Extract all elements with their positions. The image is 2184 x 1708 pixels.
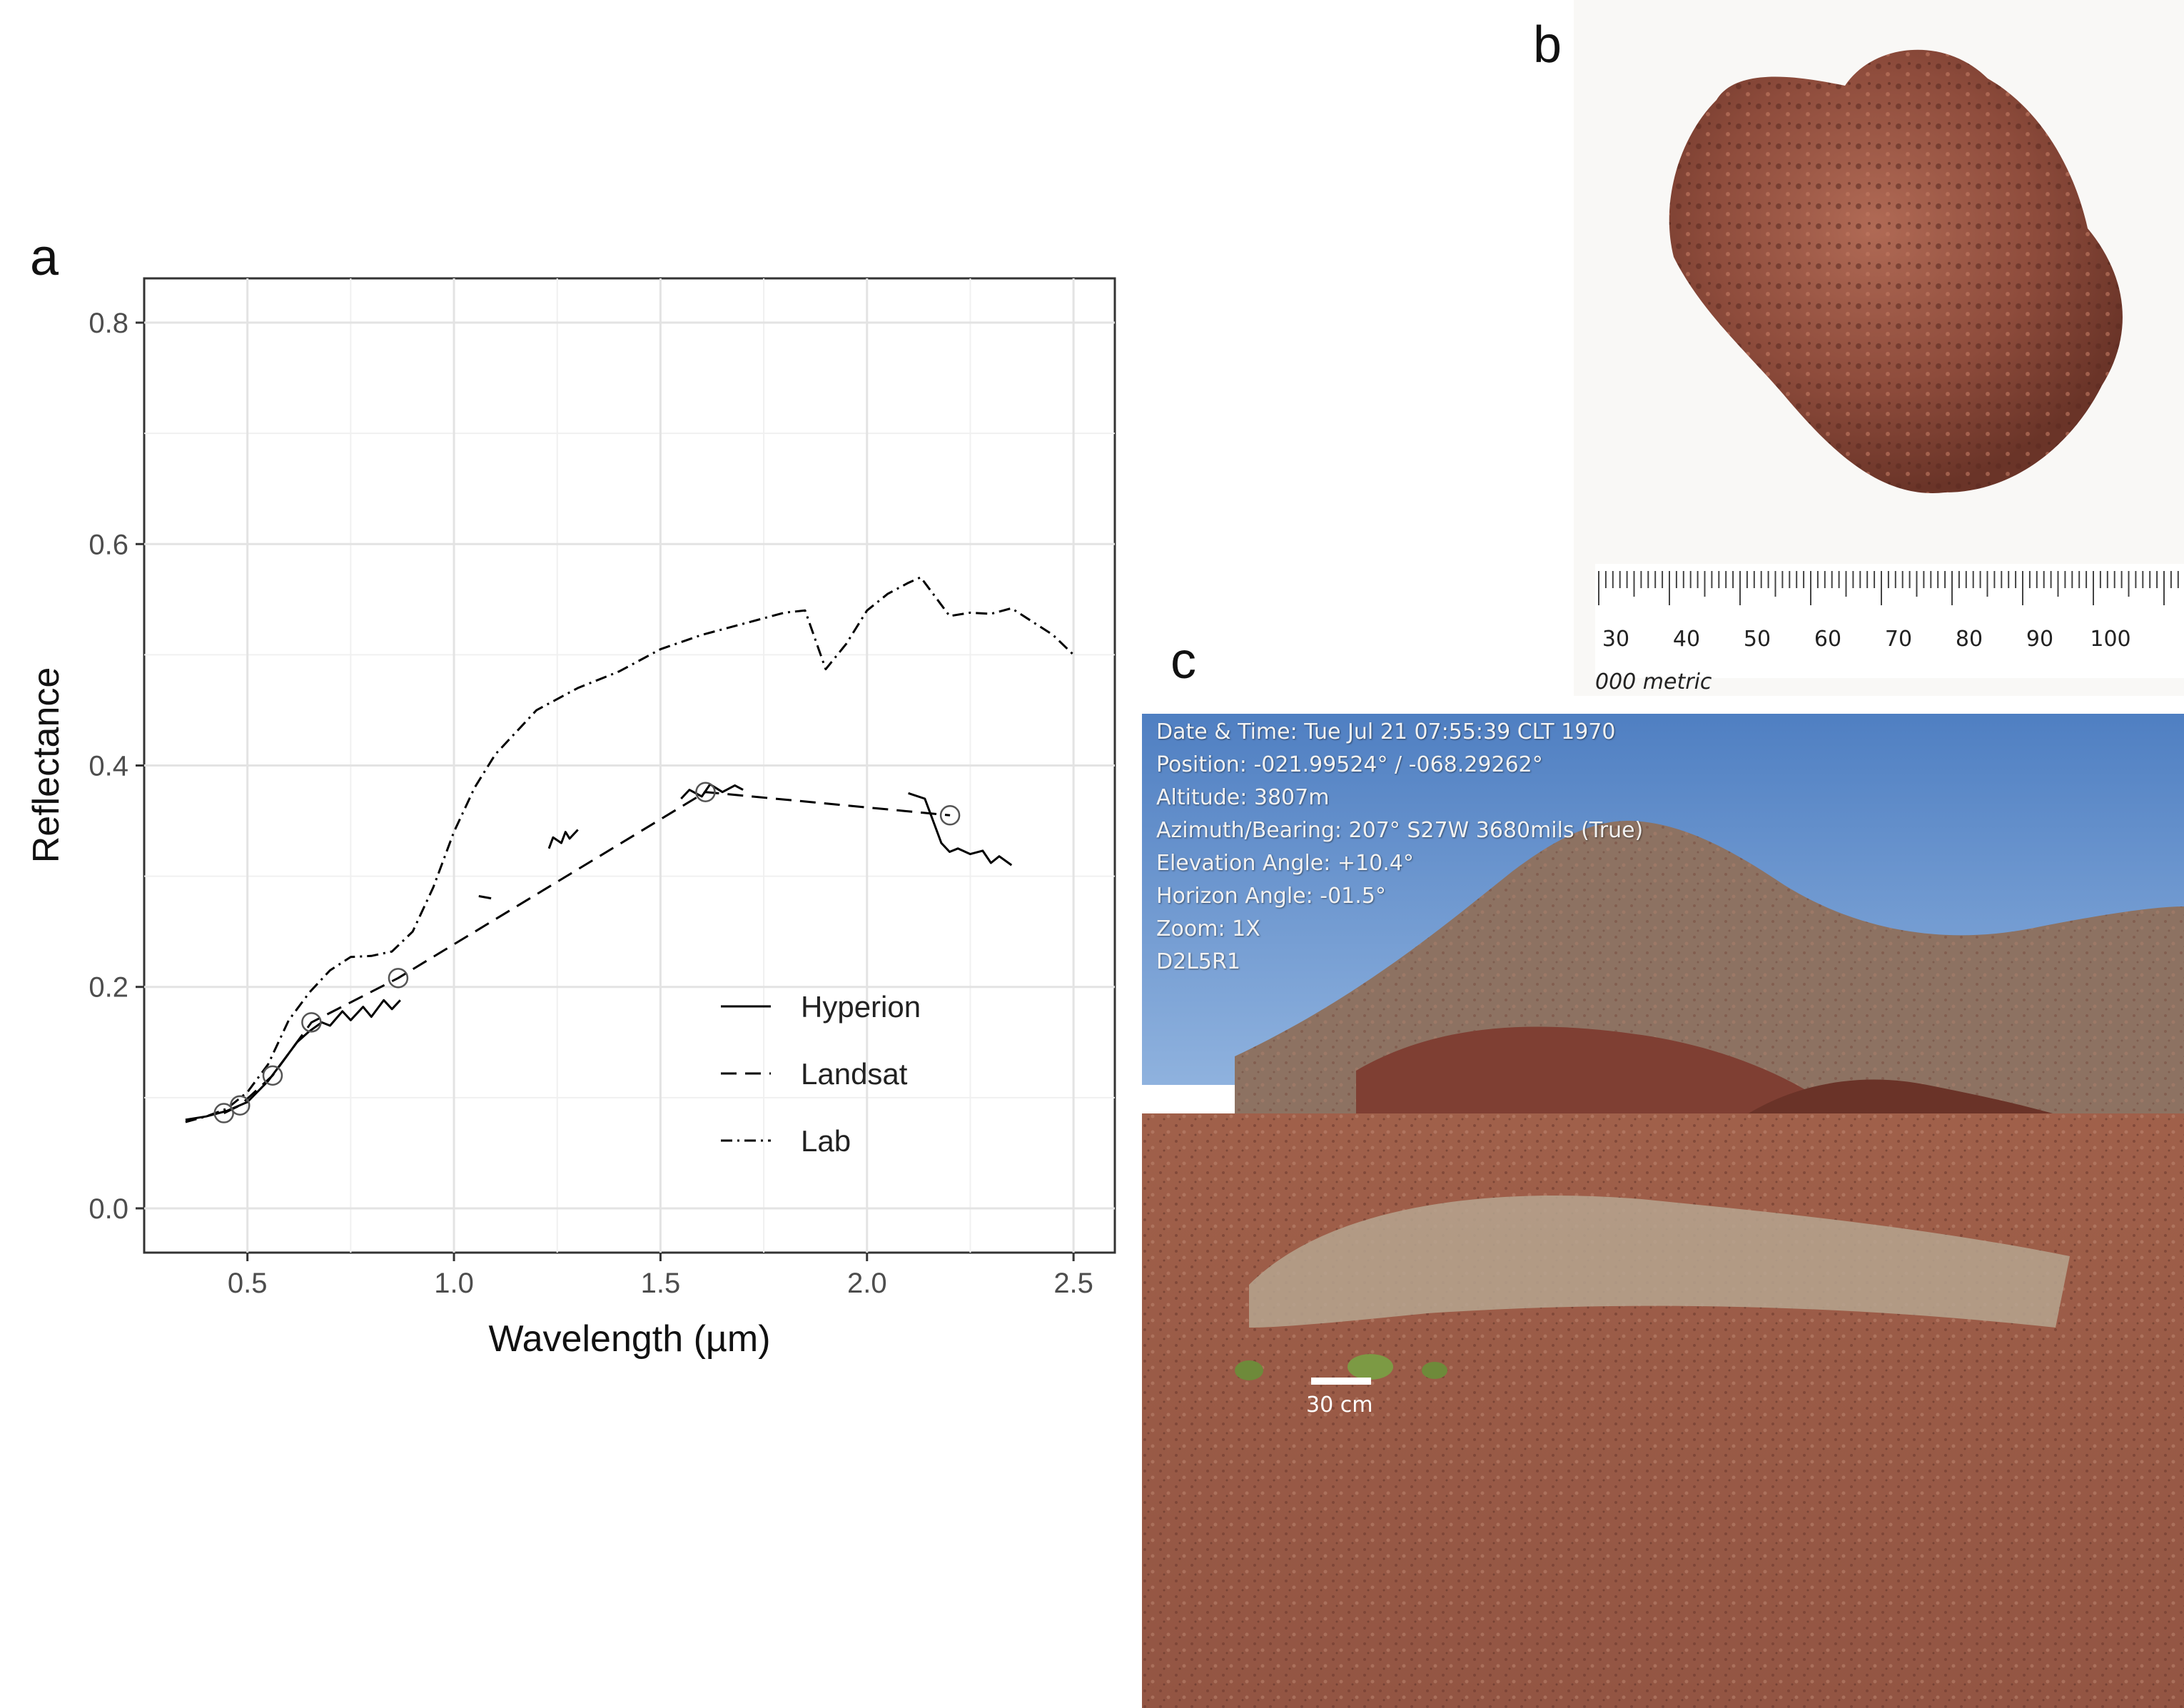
y-axis-title: Reflectance [26,667,67,864]
legend-label-landsat: Landsat [801,1057,908,1091]
series-line-hyperion [547,829,579,849]
scale-bar-label: 30 cm [1306,1393,1372,1418]
ruler-number: 70 [1885,627,1912,652]
landsat-marker [262,1065,283,1086]
overlay-zoom: Zoom: 1X [1156,916,1260,941]
field-site-image: 30 cm [1142,714,2184,1708]
series-line-landsat [223,791,951,1114]
overlay-site-id: D2L5R1 [1156,949,1240,974]
legend-label-hyperion: Hyperion [801,990,921,1024]
legend-label-lab: Lab [801,1124,851,1158]
overlay-position: Position: -021.99524° / -068.29262° [1156,752,1543,777]
grid-lines [144,278,1115,1253]
landsat-markers [213,782,961,1123]
x-tick-label: 0.5 [228,1268,268,1299]
y-tick-label: 0.0 [89,1193,128,1225]
shrub [1348,1354,1393,1380]
y-tick-label: 0.2 [89,972,128,1004]
landsat-marker [939,805,961,826]
ruler-number: 60 [1814,627,1841,652]
overlay-elevation-angle: Elevation Angle: +10.4° [1156,851,1414,876]
legend: Hyperion Landsat Lab [721,990,921,1158]
ruler-number: 100 [2090,627,2130,652]
y-tick-label: 0.8 [89,308,128,339]
reflectance-chart: 0.5 1.0 1.5 2.0 2.5 0.0 0.2 0.4 0.6 0.8 Wavelengt… [26,277,1116,1360]
rock-sample-image: 30 40 50 60 70 80 90 100 000 metric [1595,49,2184,694]
landsat-marker [388,968,409,989]
shrub [1422,1362,1447,1379]
ruler-ticks [1598,571,2179,605]
x-axis-title: Wavelength (µm) [488,1318,770,1360]
landsat-marker [230,1095,251,1116]
x-tick-label: 2.0 [847,1268,887,1299]
landsat-marker [695,782,716,802]
overlay-azimuth: Azimuth/Bearing: 207° S27W 3680mils (Tru… [1156,818,1644,843]
series-lines [185,576,1075,1123]
panel-label-b: b [1533,16,1562,74]
panel-label-c: c [1171,632,1196,689]
y-tick-label: 0.4 [89,751,128,782]
scale-bar [1311,1378,1371,1385]
landsat-marker [301,1012,322,1033]
ruler-number: 90 [2026,627,2053,652]
rock-sample-photo: 30 40 50 60 70 80 90 100 000 metric [1574,0,2184,696]
pale-outcrop [1249,1196,2070,1328]
ruler-number: 40 [1673,627,1700,652]
overlay-date-time: Date & Time: Tue Jul 21 07:55:39 CLT 197… [1156,719,1616,744]
red-mound [1356,1026,1841,1128]
ruler-caption: 000 metric [1595,669,1712,694]
axis-ticks: 0.5 1.0 1.5 2.0 2.5 0.0 0.2 0.4 0.6 0.8 [89,308,1093,1299]
series-line-hyperion [185,999,401,1121]
ruler-number: 80 [1956,627,1983,652]
stray-mark [478,895,492,900]
shrub [1235,1360,1263,1380]
ruler-numbers: 30 40 50 60 70 80 90 100 [1602,627,2131,652]
ruler-number: 30 [1602,627,1629,652]
overlay-horizon-angle: Horizon Angle: -01.5° [1156,884,1386,909]
ruler-number: 50 [1744,627,1771,652]
field-site-photo: 30 cm Date & Time: Tue Jul 21 07:55:39 C… [1142,714,2184,1708]
overlay-altitude: Altitude: 3807m [1156,785,1330,810]
x-tick-label: 1.0 [434,1268,474,1299]
landsat-marker [213,1103,234,1123]
panel-label-a: a [30,229,59,286]
y-tick-label: 0.6 [89,529,128,560]
series-line-lab [185,576,1075,1123]
x-tick-label: 1.5 [641,1268,681,1299]
x-tick-label: 2.5 [1053,1268,1093,1299]
